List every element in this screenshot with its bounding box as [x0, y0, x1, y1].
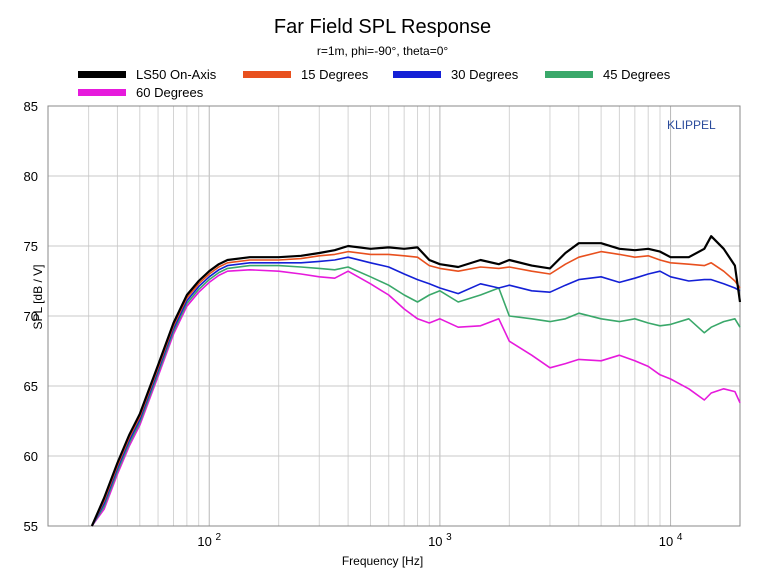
chart-title: Far Field SPL Response	[273, 16, 492, 38]
y-tick-label: 80	[24, 169, 38, 184]
chart-subtitle: r=1m, phi=-90°, theta=0°	[316, 44, 449, 58]
legend-swatch-30-degrees	[393, 70, 441, 78]
x-tick-label: 10 3	[428, 532, 452, 549]
plot-frame	[47, 105, 741, 527]
x-tick-label: 10 2	[197, 532, 221, 549]
legend-swatch-15-degrees	[243, 70, 291, 78]
legend-label-30-degrees: 30 Degrees	[451, 66, 519, 82]
y-tick-labels: 55 60 65 70 75 80 85	[24, 99, 38, 534]
y-tick-label: 70	[24, 309, 38, 324]
series-line-45-degrees	[91, 264, 741, 527]
series-line-15-degrees	[91, 250, 741, 527]
legend-item-45-degrees: 45 Degrees	[545, 66, 670, 82]
legend-item-30-degrees: 30 Degrees	[393, 66, 518, 82]
legend-label-45-degrees: 45 Degrees	[603, 66, 671, 82]
y-tick-label: 65	[24, 379, 38, 394]
series-line-30-degrees	[91, 256, 741, 527]
klippel-watermark: KLIPPEL	[667, 118, 716, 132]
grid-lines	[48, 105, 740, 527]
legend-item-ls50-on-axis: LS50 On-Axis	[78, 66, 216, 82]
y-tick-label: 75	[24, 239, 38, 254]
legend-label-60-degrees: 60 Degrees	[136, 84, 204, 100]
y-tick-label: 85	[24, 99, 38, 114]
x-tick-labels: 10 2 10 3 10 4	[197, 532, 682, 549]
x-axis-label: Frequency [Hz]	[341, 554, 424, 568]
legend-item-15-degrees: 15 Degrees	[243, 66, 368, 82]
legend-item-60-degrees: 60 Degrees	[78, 84, 203, 100]
series-line-ls50-on-axis	[90, 235, 742, 527]
series-layer	[90, 235, 742, 527]
legend-swatch-ls50-on-axis	[78, 70, 126, 78]
legend-swatch-60-degrees	[78, 88, 126, 96]
y-tick-label: 55	[24, 519, 38, 534]
legend-label-15-degrees: 15 Degrees	[301, 66, 369, 82]
y-tick-label: 60	[24, 449, 38, 464]
x-tick-label: 10 4	[659, 532, 683, 549]
legend-swatch-45-degrees	[545, 70, 593, 78]
y-axis-label: SPL [dB / V]	[31, 264, 45, 330]
legend-label-ls50-on-axis: LS50 On-Axis	[136, 66, 217, 82]
series-line-60-degrees	[91, 268, 741, 527]
